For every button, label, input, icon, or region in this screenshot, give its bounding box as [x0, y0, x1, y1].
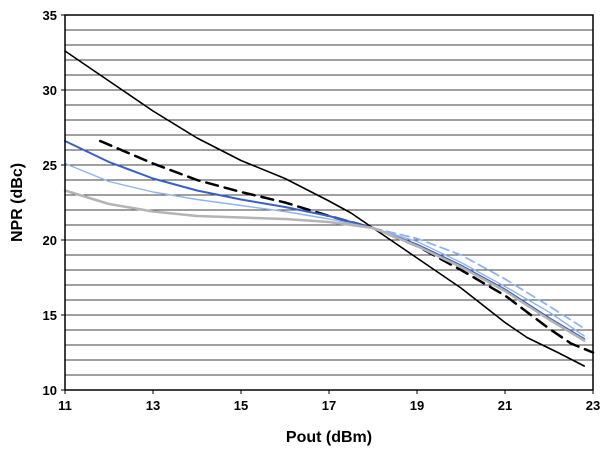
horizontal-gridlines	[65, 29, 593, 376]
y-tick-label: 25	[43, 158, 57, 173]
y-tick-label: 30	[43, 83, 57, 98]
x-tick-label: 21	[498, 398, 512, 413]
x-tick-label: 17	[322, 398, 336, 413]
y-axis-title: NPR (dBc)	[9, 163, 26, 242]
x-tick-label: 23	[586, 398, 600, 413]
y-tick-label: 10	[43, 383, 57, 398]
y-tick-label: 20	[43, 233, 57, 248]
y-tick-label: 35	[43, 8, 57, 23]
x-tick-label: 13	[146, 398, 160, 413]
x-tick-label: 19	[410, 398, 424, 413]
x-axis-ticks: 11 13 15 17 19 21 23	[58, 390, 600, 413]
y-tick-label: 15	[43, 308, 57, 323]
x-tick-label: 11	[58, 398, 72, 413]
x-tick-label: 15	[234, 398, 248, 413]
x-axis-title: Pout (dBm)	[286, 429, 372, 446]
y-axis-ticks: 10 15 20 25 30 35	[43, 8, 65, 398]
series-line-6	[63, 189, 586, 342]
series-lines	[63, 50, 595, 367]
series-line-3	[64, 140, 586, 340]
series-line-5	[372, 227, 586, 330]
series-line-4	[64, 162, 585, 337]
series-line-1	[64, 50, 585, 367]
